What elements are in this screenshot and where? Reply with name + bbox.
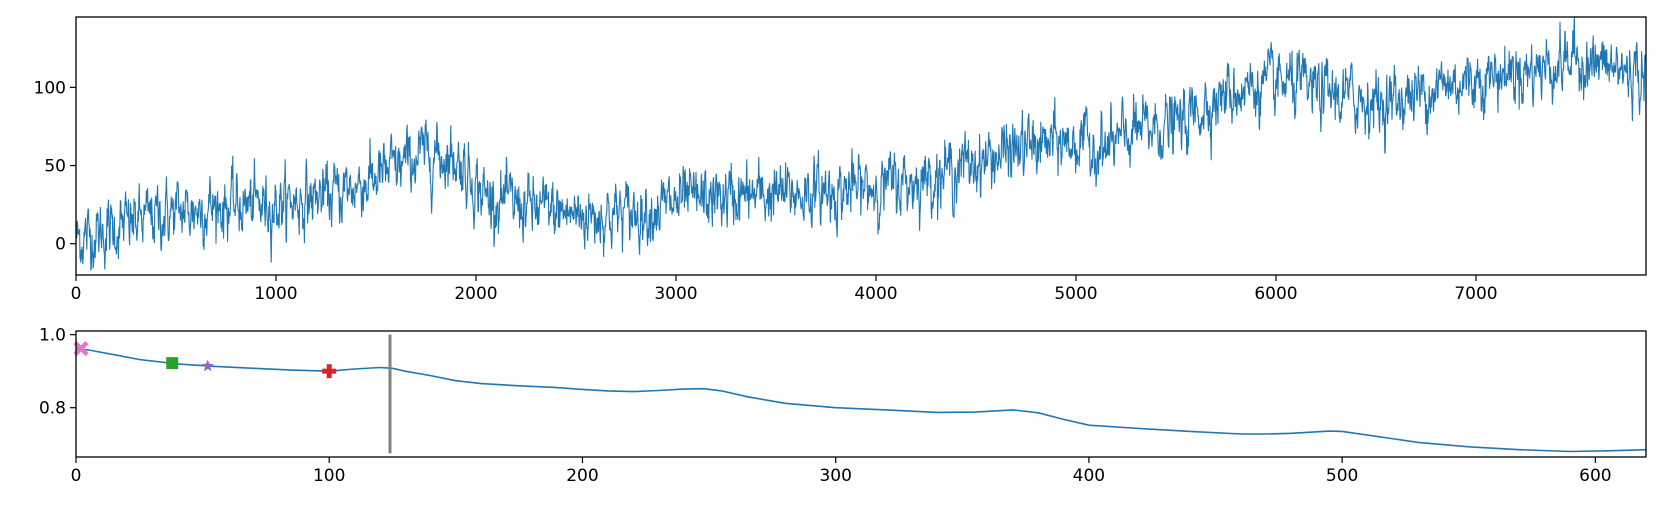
- autocorrelation-series-line: [76, 347, 1646, 453]
- signal-y-tick-label: 50: [44, 157, 66, 177]
- signal-y-tick-label: 100: [34, 78, 66, 98]
- autocorrelation-axes-frame: [75, 330, 1647, 458]
- signal-y-axis: 0 50 100: [34, 78, 76, 255]
- signal-x-tick-label: 3000: [654, 284, 697, 304]
- autocorrelation-x-tick-label: 0: [71, 466, 82, 486]
- signal-x-axis: 0 1000 2000 3000 4000 5000 6000 7000: [71, 275, 1498, 304]
- autocorrelation-x-tick-label: 600: [1579, 466, 1611, 486]
- marker-plus: [322, 364, 337, 379]
- autocorrelation-x-tick-label: 400: [1073, 466, 1105, 486]
- autocorrelation-x-tick-label: 200: [566, 466, 598, 486]
- signal-y-tick-label: 0: [55, 235, 66, 255]
- signal-x-tick-label: 4000: [854, 284, 897, 304]
- signal-axes-frame: [75, 16, 1647, 276]
- autocorrelation-y-tick-label: 0.8: [39, 399, 66, 419]
- autocorrelation-y-axis: 0.8 1.0: [39, 326, 76, 419]
- marker-square: [166, 357, 179, 370]
- autocorrelation-x-tick-label: 100: [313, 466, 345, 486]
- lag-markers: [73, 340, 337, 379]
- signal-x-tick-label: 7000: [1454, 284, 1497, 304]
- autocorrelation-x-tick-label: 500: [1326, 466, 1358, 486]
- signal-x-tick-label: 1000: [254, 284, 297, 304]
- signal-x-tick-label: 2000: [454, 284, 497, 304]
- signal-x-tick-label: 6000: [1254, 284, 1297, 304]
- marker-star: [201, 359, 214, 372]
- autocorrelation-x-tick-label: 300: [819, 466, 851, 486]
- signal-series-line: [76, 17, 1646, 271]
- signal-x-tick-label: 0: [71, 284, 82, 304]
- signal-chart: 0 1000 2000 3000 4000 5000 6000 7000 0 50 100: [34, 16, 1647, 304]
- autocorrelation-x-axis: 0 100 200 300 400 500 600: [71, 457, 1612, 486]
- autocorrelation-y-tick-label: 1.0: [39, 326, 66, 346]
- signal-x-tick-label: 5000: [1054, 284, 1097, 304]
- autocorrelation-chart: 0 100 200 300 400 500 600 0.8 1.0: [39, 326, 1647, 486]
- marker-x-cross: [73, 340, 89, 357]
